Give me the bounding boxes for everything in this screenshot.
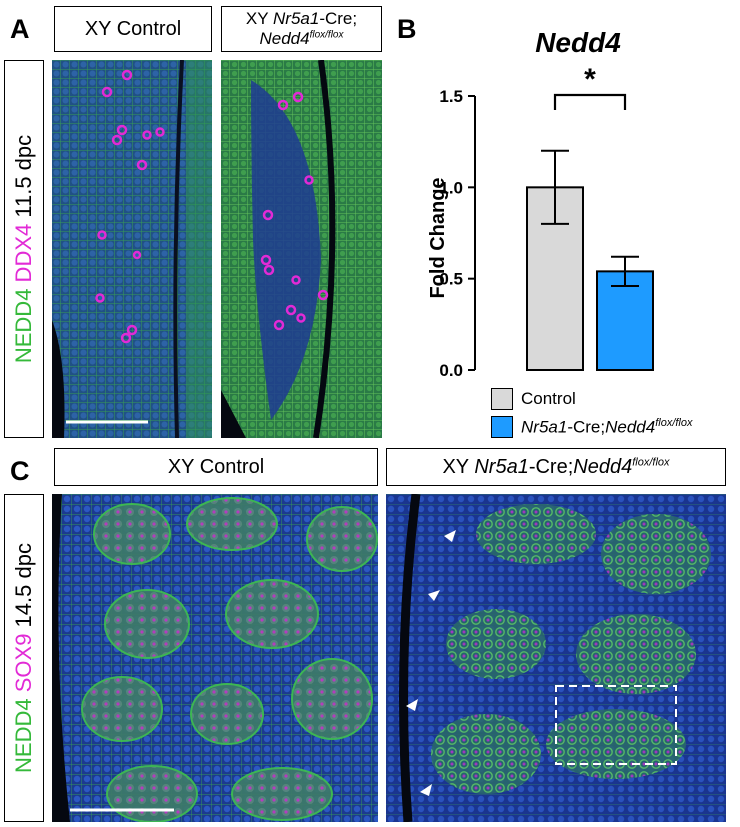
panel-c-mutant-micrograph — [386, 494, 726, 822]
chart-bar-mutant — [596, 270, 654, 371]
micrograph-a-mutant-image — [221, 60, 382, 438]
chart-y-axis-label: Fold Change — [427, 177, 449, 298]
panel-c-mutant-label: XY Nr5a1-Cre;Nedd4flox/flox — [386, 448, 726, 486]
legend-swatch-control — [491, 388, 513, 410]
chart-y-tick-label: 0.0 — [439, 361, 463, 380]
micrograph-c-mutant-image — [386, 494, 726, 822]
chart-title: Nedd4 — [535, 27, 621, 58]
chart-error-bar-control — [541, 149, 569, 225]
chart-significance-bracket — [553, 93, 627, 110]
chart-y-tick-label: 0.5 — [439, 270, 463, 289]
panel-a-control-label: XY Control — [54, 6, 212, 52]
panel-a-mutant-micrograph — [221, 60, 382, 438]
chart-error-bar-mutant — [611, 255, 639, 287]
panel-a-mutant-label: XY Nr5a1-Cre; Nedd4flox/flox — [221, 6, 382, 52]
panel-c-control-micrograph — [52, 494, 378, 822]
panel-c-stain-label: NEDD4 SOX9 14.5 dpc — [4, 494, 44, 822]
chart-plot-area: 0.0 0.5 1.0 1.5 * — [439, 63, 654, 380]
micrograph-a-control-image — [52, 60, 212, 438]
panel-a-control-micrograph — [52, 60, 212, 438]
panel-a-stain-label: NEDD4 DDX4 11.5 dpc — [4, 60, 44, 438]
panel-c-letter: C — [10, 456, 30, 486]
panel-c-control-label: XY Control — [54, 448, 378, 486]
legend-swatch-mutant — [491, 416, 513, 438]
micrograph-c-control-image — [52, 494, 378, 822]
chart-significance-star: * — [584, 63, 596, 96]
legend-entry-mutant: Nr5a1-Cre;Nedd4flox/flox — [491, 416, 693, 438]
legend-entry-control: Control — [491, 388, 576, 410]
bar-chart: Nedd4 Fold Change 0.0 0.5 1.0 1.5 * — [427, 27, 654, 380]
chart-y-tick-label: 1.0 — [439, 178, 463, 197]
panel-b-letter: B — [397, 14, 417, 44]
panel-a-letter: A — [10, 14, 30, 44]
chart-y-tick-label: 1.5 — [439, 87, 463, 106]
